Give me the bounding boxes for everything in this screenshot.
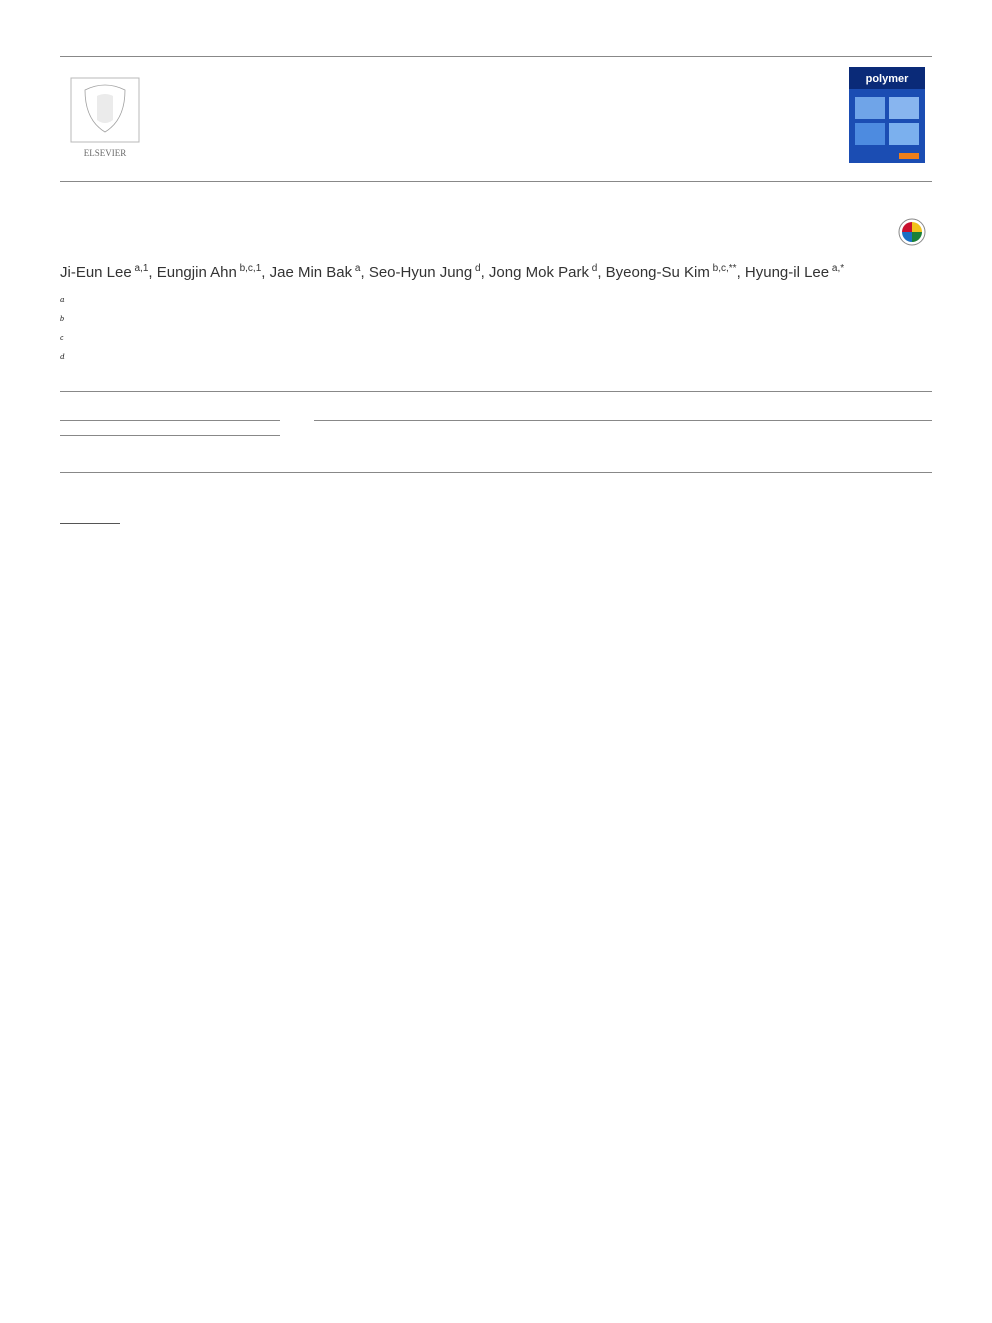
- affiliations: a b c d: [60, 293, 932, 369]
- footnotes: [60, 523, 461, 543]
- affiliation-b: b: [60, 312, 932, 330]
- crossmark-icon: [898, 218, 926, 246]
- body-columns: [60, 499, 932, 505]
- elsevier-logo: ELSEVIER: [67, 76, 143, 160]
- crossmark-badge[interactable]: [898, 218, 932, 246]
- svg-text:ELSEVIER: ELSEVIER: [84, 148, 127, 158]
- footnote-email: [60, 528, 461, 543]
- affiliation-d: d: [60, 350, 932, 368]
- masthead: ELSEVIER polymer: [60, 56, 932, 182]
- affiliation-c: c: [60, 331, 932, 349]
- article-info-panel: [60, 406, 280, 450]
- divider: [60, 472, 932, 473]
- author-list: Ji-Eun Lee a,1, Eungjin Ahn b,c,1, Jae M…: [60, 262, 932, 283]
- svg-text:polymer: polymer: [866, 73, 910, 85]
- affiliation-a: a: [60, 293, 932, 311]
- divider: [60, 391, 932, 392]
- abstract-panel: [314, 406, 932, 450]
- journal-cover-icon: polymer: [849, 67, 925, 169]
